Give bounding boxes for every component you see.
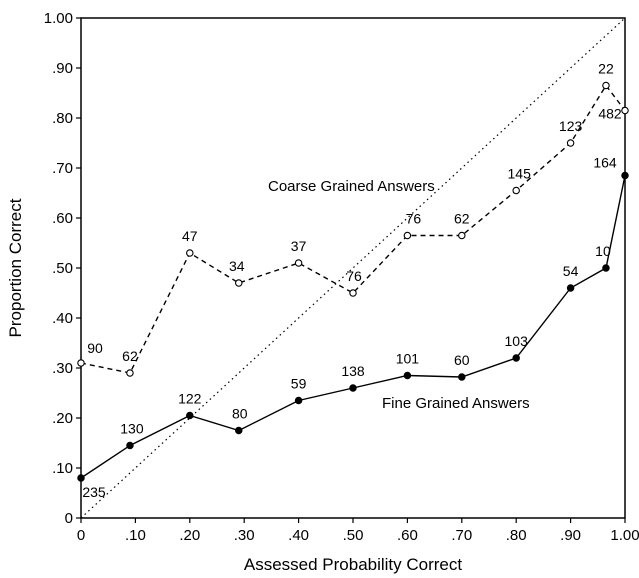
data-label-fine: 10 [595, 243, 611, 259]
data-point-coarse [235, 279, 243, 287]
x-tick-label: .60 [397, 527, 418, 544]
y-tick-label: .80 [52, 110, 73, 127]
y-tick-label: 0 [65, 510, 73, 527]
data-label-fine: 54 [563, 263, 579, 279]
series-label-fine: Fine Grained Answers [382, 395, 530, 412]
data-point-coarse [294, 259, 303, 267]
data-label-fine: 235 [82, 484, 106, 500]
data-point-fine [602, 264, 610, 272]
data-label-coarse: 37 [291, 238, 307, 254]
data-point-fine [403, 371, 412, 380]
data-point-coarse [458, 231, 466, 240]
data-label-fine: 122 [178, 391, 202, 407]
x-tick-label: .90 [560, 527, 581, 544]
data-point-fine [512, 354, 520, 362]
data-label-fine: 60 [454, 352, 470, 368]
data-label-coarse: 90 [87, 340, 103, 356]
x-tick-label: .40 [288, 527, 309, 544]
series-line-coarse [80, 84, 626, 374]
data-label-fine: 164 [593, 155, 617, 171]
data-label-fine: 138 [341, 363, 365, 379]
data-label-coarse: 145 [508, 166, 532, 182]
x-axis-ticks: 0 .10 .20 .30 .40 .50 .60 .70 .80 .90 1.00 [77, 518, 639, 544]
data-point-fine [458, 373, 466, 381]
data-label-coarse: 76 [406, 211, 422, 227]
data-point-coarse [403, 231, 412, 240]
y-tick-label: .30 [52, 360, 73, 377]
data-label-coarse: 34 [229, 258, 245, 274]
y-tick-label: .20 [52, 410, 73, 427]
data-point-fine [349, 384, 357, 392]
y-tick-label: .60 [52, 210, 73, 227]
data-label-coarse: 22 [598, 61, 614, 77]
data-point-fine [566, 284, 575, 292]
data-point-fine [186, 411, 194, 420]
x-tick-label: .80 [506, 527, 527, 544]
x-tick-label: .50 [343, 527, 364, 544]
data-label-coarse: 482 [598, 106, 622, 122]
data-label-coarse: 76 [346, 268, 362, 284]
data-label-fine: 80 [232, 406, 248, 422]
x-tick-label: .70 [451, 527, 472, 544]
y-tick-label: .40 [52, 310, 73, 327]
data-point-coarse [621, 106, 629, 115]
x-tick-label: .30 [234, 527, 255, 544]
data-label-coarse: 123 [559, 118, 583, 134]
x-tick-label: 0 [77, 527, 85, 544]
series-layer [77, 81, 629, 482]
data-point-coarse [186, 249, 194, 257]
x-axis-title: Assessed Probability Correct [244, 555, 463, 574]
y-tick-label: .50 [52, 260, 73, 277]
data-point-fine [294, 396, 303, 405]
data-point-coarse [602, 81, 610, 90]
series-label-coarse: Coarse Grained Answers [268, 178, 435, 195]
y-tick-label: .70 [52, 160, 73, 177]
data-point-fine [621, 171, 629, 180]
data-point-coarse [126, 369, 134, 377]
y-axis-title: Proportion Correct [6, 198, 25, 337]
data-point-coarse [566, 139, 575, 147]
perfect-calibration-line [80, 17, 626, 519]
y-axis-ticks: 0 .10 .20 .30 .40 .50 .60 .70 .80 .90 1.00 [44, 10, 81, 527]
x-tick-label: 1.00 [610, 527, 639, 544]
data-point-coarse [349, 289, 357, 297]
data-label-fine: 103 [505, 333, 529, 349]
x-tick-label: .10 [125, 527, 146, 544]
data-label-fine: 59 [291, 376, 307, 392]
data-label-fine: 101 [396, 351, 420, 367]
data-label-coarse: 62 [122, 348, 138, 364]
data-point-fine [126, 441, 134, 450]
y-tick-label: .90 [52, 60, 73, 77]
data-point-coarse [512, 186, 520, 195]
data-point-fine [235, 426, 243, 435]
data-point-fine [77, 474, 85, 482]
data-label-coarse: 47 [182, 228, 198, 244]
data-label-fine: 130 [120, 421, 144, 437]
y-tick-label: 1.00 [44, 10, 73, 27]
x-tick-label: .20 [179, 527, 200, 544]
series-line-fine [80, 175, 626, 479]
data-label-coarse: 62 [454, 211, 470, 227]
data-point-coarse [77, 359, 85, 367]
y-tick-label: .10 [52, 460, 73, 477]
data-labels-layer: 90 62 47 34 37 76 76 62 145 123 22 482 235 130 122 80 59… [82, 61, 622, 501]
